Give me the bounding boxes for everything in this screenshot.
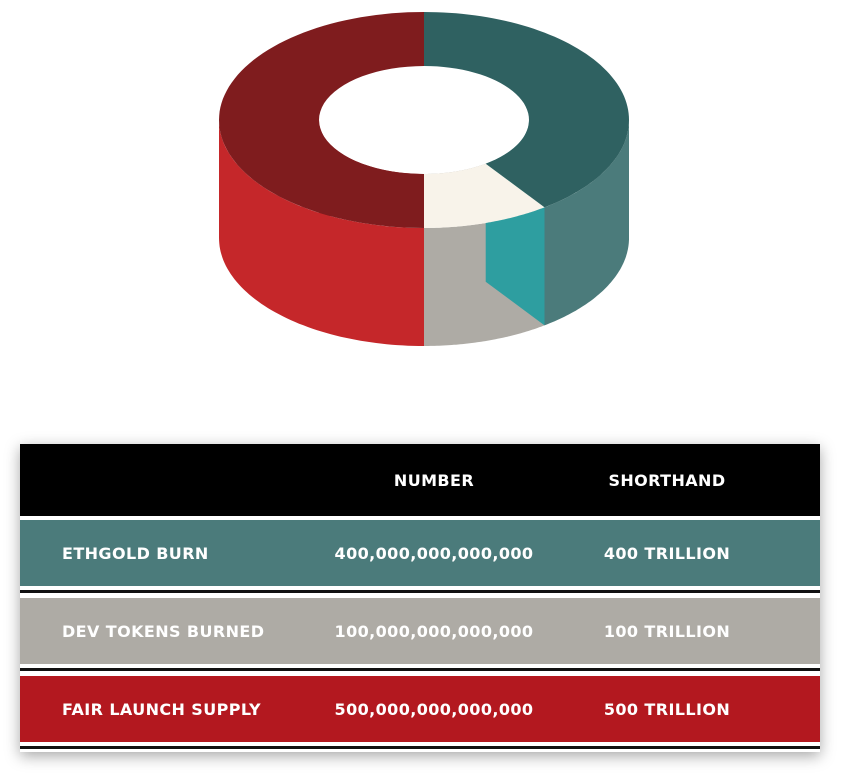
header-shorthand: SHORTHAND	[608, 470, 726, 490]
row-label: ETHGOLD BURN	[62, 543, 209, 563]
donut-chart	[219, 12, 629, 347]
row-number: 400,000,000,000,000	[334, 543, 534, 563]
row-number: 500,000,000,000,000	[334, 699, 534, 719]
slice-top-0	[424, 12, 629, 208]
outer-wall-2	[219, 119, 424, 347]
slice-top-2	[219, 12, 424, 228]
row-shorthand: 100 TRILLION	[603, 621, 731, 641]
row-shorthand: 400 TRILLION	[603, 543, 731, 563]
table-row: DEV TOKENS BURNED 100,000,000,000,000 10…	[20, 598, 820, 664]
table-row: ETHGOLD BURN 400,000,000,000,000 400 TRI…	[20, 520, 820, 586]
slice-top-1	[424, 163, 545, 228]
outer-wall-0	[544, 119, 629, 326]
row-label: DEV TOKENS BURNED	[62, 621, 265, 641]
table-row: FAIR LAUNCH SUPPLY 500,000,000,000,000 5…	[20, 676, 820, 742]
supply-table: NUMBER SHORTHAND ETHGOLD BURN 400,000,00…	[20, 444, 820, 752]
row-shorthand: 500 TRILLION	[603, 699, 731, 719]
table-header: NUMBER SHORTHAND	[20, 444, 820, 516]
header-number: NUMBER	[393, 470, 475, 490]
row-number: 100,000,000,000,000	[334, 621, 534, 641]
row-label: FAIR LAUNCH SUPPLY	[62, 699, 261, 719]
